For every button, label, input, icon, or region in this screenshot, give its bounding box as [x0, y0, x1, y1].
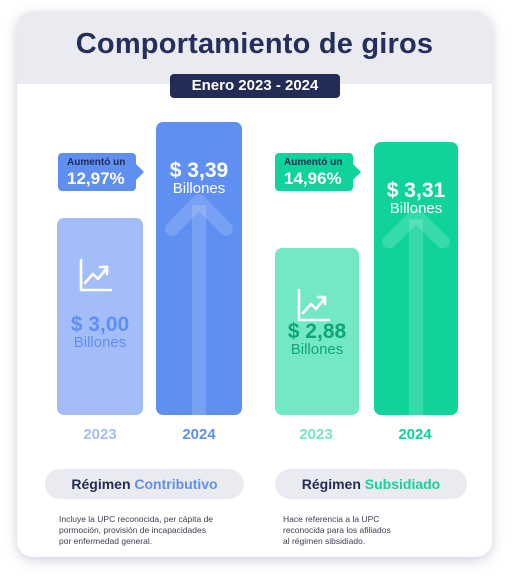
- bar-subsidiado-2023: $ 2,88 Billones: [275, 248, 359, 415]
- regimen-word: Régimen: [71, 476, 131, 492]
- bar-value: $ 3,00: [70, 313, 130, 336]
- bar-unit: Billones: [389, 200, 443, 217]
- chart-title: Comportamiento de giros: [75, 28, 434, 60]
- bar-value: $ 2,88: [287, 320, 347, 343]
- callout-pointer: [353, 164, 361, 180]
- bar-contributivo-2024: $ 3,39 Billones: [156, 122, 242, 415]
- callout-label: Aumentó un: [67, 157, 126, 168]
- year-label-subsidiado-2024: 2024: [398, 426, 432, 443]
- trend-up-icon: [297, 288, 331, 322]
- trend-up-icon: [79, 258, 113, 292]
- callout-value: 14,96%: [284, 169, 342, 188]
- bar-value: $ 3,39: [169, 159, 229, 182]
- header-band: [17, 12, 492, 84]
- callout-value: 12,97%: [67, 169, 125, 188]
- bar-subsidiado-2024: $ 3,31 Billones: [374, 142, 458, 415]
- description-subsidiado: Hace referencia a la UPC reconocida para…: [283, 514, 391, 546]
- year-label-contributivo-2023: 2023: [83, 426, 117, 443]
- arrow-up-icon: [165, 194, 233, 415]
- bar-unit: Billones: [172, 180, 226, 197]
- regimen-word: Régimen: [301, 476, 361, 492]
- arrow-up-icon: [382, 208, 450, 415]
- year-label-subsidiado-2023: 2023: [299, 426, 333, 443]
- regimen-name: Contributivo: [134, 476, 218, 492]
- bar-contributivo-2023: $ 3,00 Billones: [57, 218, 143, 415]
- callout-pointer: [136, 164, 144, 180]
- regimen-name: Subsidiado: [364, 476, 441, 492]
- infographic-card: Comportamiento de giros Enero 2023 - 202…: [17, 12, 492, 557]
- period-badge: Enero 2023 - 2024: [170, 74, 340, 98]
- increase-callout-contributivo: Aumentó un 12,97%: [58, 153, 144, 191]
- bar-value: $ 3,31: [386, 179, 446, 202]
- bar-unit: Billones: [73, 334, 127, 351]
- bar-unit: Billones: [290, 341, 344, 358]
- regimen-contributivo-label: Régimen Contributivo: [45, 469, 244, 499]
- callout-label: Aumentó un: [284, 157, 343, 168]
- description-contributivo: Incluye la UPC reconocida, per cápita de…: [59, 514, 214, 546]
- regimen-subsidiado-label: Régimen Subsidiado: [275, 469, 467, 499]
- increase-callout-subsidiado: Aumentó un 14,96%: [275, 153, 361, 191]
- year-label-contributivo-2024: 2024: [182, 426, 216, 443]
